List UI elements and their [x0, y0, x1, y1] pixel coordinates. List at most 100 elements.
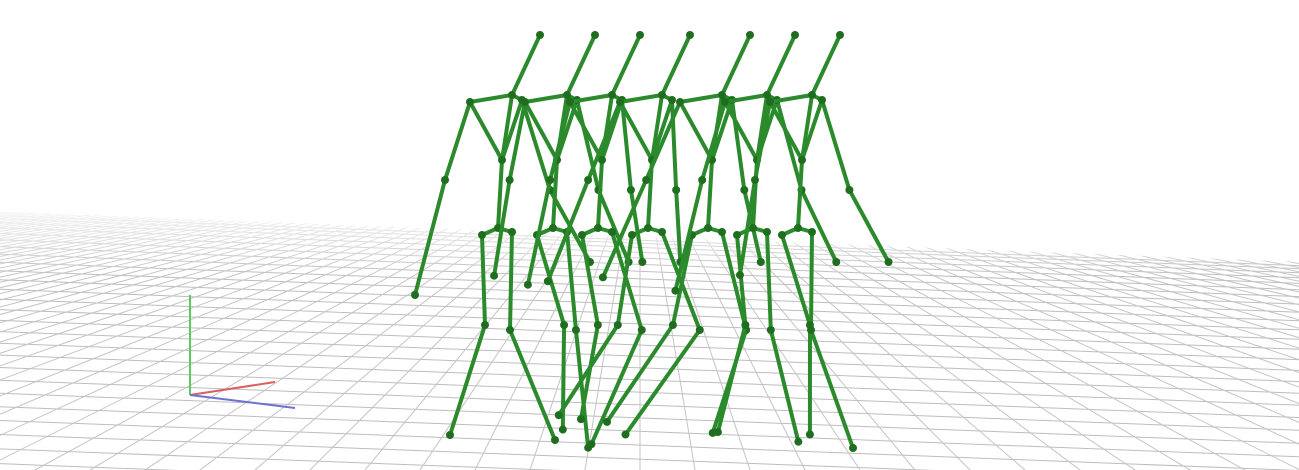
- joint: [591, 31, 599, 39]
- joint: [521, 98, 529, 106]
- joint: [593, 321, 602, 329]
- joint: [698, 176, 707, 184]
- joint: [608, 91, 616, 99]
- joint: [594, 224, 602, 232]
- bone: [620, 98, 633, 192]
- bone: [623, 328, 702, 437]
- joint: [411, 291, 419, 299]
- joint: [749, 224, 757, 232]
- joint: [671, 286, 680, 295]
- joint: [791, 31, 799, 39]
- joint: [626, 186, 635, 194]
- bone: [600, 178, 649, 280]
- bone: [796, 158, 804, 230]
- joint: [560, 321, 569, 329]
- joint: [808, 91, 816, 99]
- joint: [490, 271, 499, 280]
- floor-fade: [0, 212, 1299, 470]
- joint: [642, 176, 651, 184]
- joint: [576, 415, 585, 424]
- joint: [704, 224, 712, 232]
- bone: [548, 100, 572, 182]
- bone: [765, 230, 773, 332]
- joint: [602, 417, 611, 426]
- bone: [508, 230, 514, 332]
- joint: [478, 231, 486, 239]
- joint: [668, 321, 677, 329]
- bone: [610, 33, 642, 97]
- bone: [480, 233, 487, 327]
- bone: [737, 178, 757, 278]
- bone: [468, 100, 504, 162]
- skeleton: [543, 31, 704, 439]
- bone: [720, 230, 749, 332]
- bone: [700, 100, 727, 182]
- bone: [496, 158, 504, 230]
- joint: [713, 428, 722, 437]
- joint: [849, 443, 858, 452]
- joint: [505, 176, 514, 184]
- bone: [765, 33, 797, 97]
- bone: [768, 328, 801, 444]
- bone: [568, 100, 604, 162]
- joint: [763, 91, 771, 99]
- joint: [598, 156, 606, 164]
- joint: [798, 156, 806, 164]
- bone: [752, 100, 772, 182]
- bone: [715, 323, 748, 435]
- joint: [508, 91, 516, 99]
- joint: [584, 176, 593, 184]
- bone: [565, 33, 597, 97]
- skeletons: [411, 31, 893, 452]
- bone: [768, 93, 814, 104]
- bone: [768, 100, 804, 162]
- joint: [558, 425, 567, 434]
- joint: [551, 436, 559, 444]
- joint: [756, 258, 765, 266]
- bone: [523, 100, 559, 162]
- bone: [820, 98, 852, 192]
- joint: [628, 231, 636, 239]
- bone: [556, 323, 620, 418]
- joint: [741, 321, 750, 329]
- bone: [507, 100, 527, 182]
- bone: [468, 93, 514, 104]
- joint: [637, 326, 646, 334]
- joint: [554, 411, 563, 420]
- bone: [775, 98, 804, 192]
- bone: [720, 33, 752, 97]
- bone: [604, 323, 675, 424]
- joint: [578, 231, 586, 239]
- bone: [578, 323, 600, 422]
- bone: [808, 328, 856, 450]
- bone: [810, 33, 842, 97]
- joint: [794, 224, 802, 232]
- joint: [750, 176, 759, 184]
- bone: [523, 93, 569, 104]
- joint: [735, 271, 744, 280]
- skeleton: [671, 31, 841, 446]
- joint: [718, 228, 726, 236]
- bone: [706, 158, 714, 230]
- joint: [672, 186, 681, 194]
- bone: [500, 98, 524, 162]
- bone: [674, 188, 683, 264]
- joint: [695, 326, 704, 334]
- bone: [799, 188, 839, 264]
- skeleton: [523, 31, 647, 449]
- joint: [686, 31, 694, 39]
- joint: [598, 273, 607, 282]
- joint: [658, 91, 666, 99]
- bone: [670, 233, 694, 327]
- joint: [536, 31, 544, 39]
- bone: [780, 233, 812, 327]
- joint: [763, 228, 771, 236]
- bone: [678, 100, 714, 162]
- joint: [481, 321, 489, 329]
- bone: [560, 323, 567, 432]
- bone: [589, 328, 644, 447]
- bone: [800, 98, 824, 162]
- bone: [565, 230, 578, 332]
- joint: [845, 186, 854, 194]
